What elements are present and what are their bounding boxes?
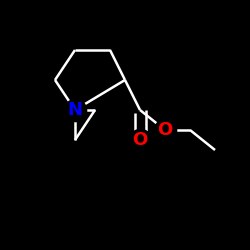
Text: N: N: [68, 101, 82, 119]
Text: O: O: [158, 121, 172, 139]
Text: O: O: [132, 131, 148, 149]
